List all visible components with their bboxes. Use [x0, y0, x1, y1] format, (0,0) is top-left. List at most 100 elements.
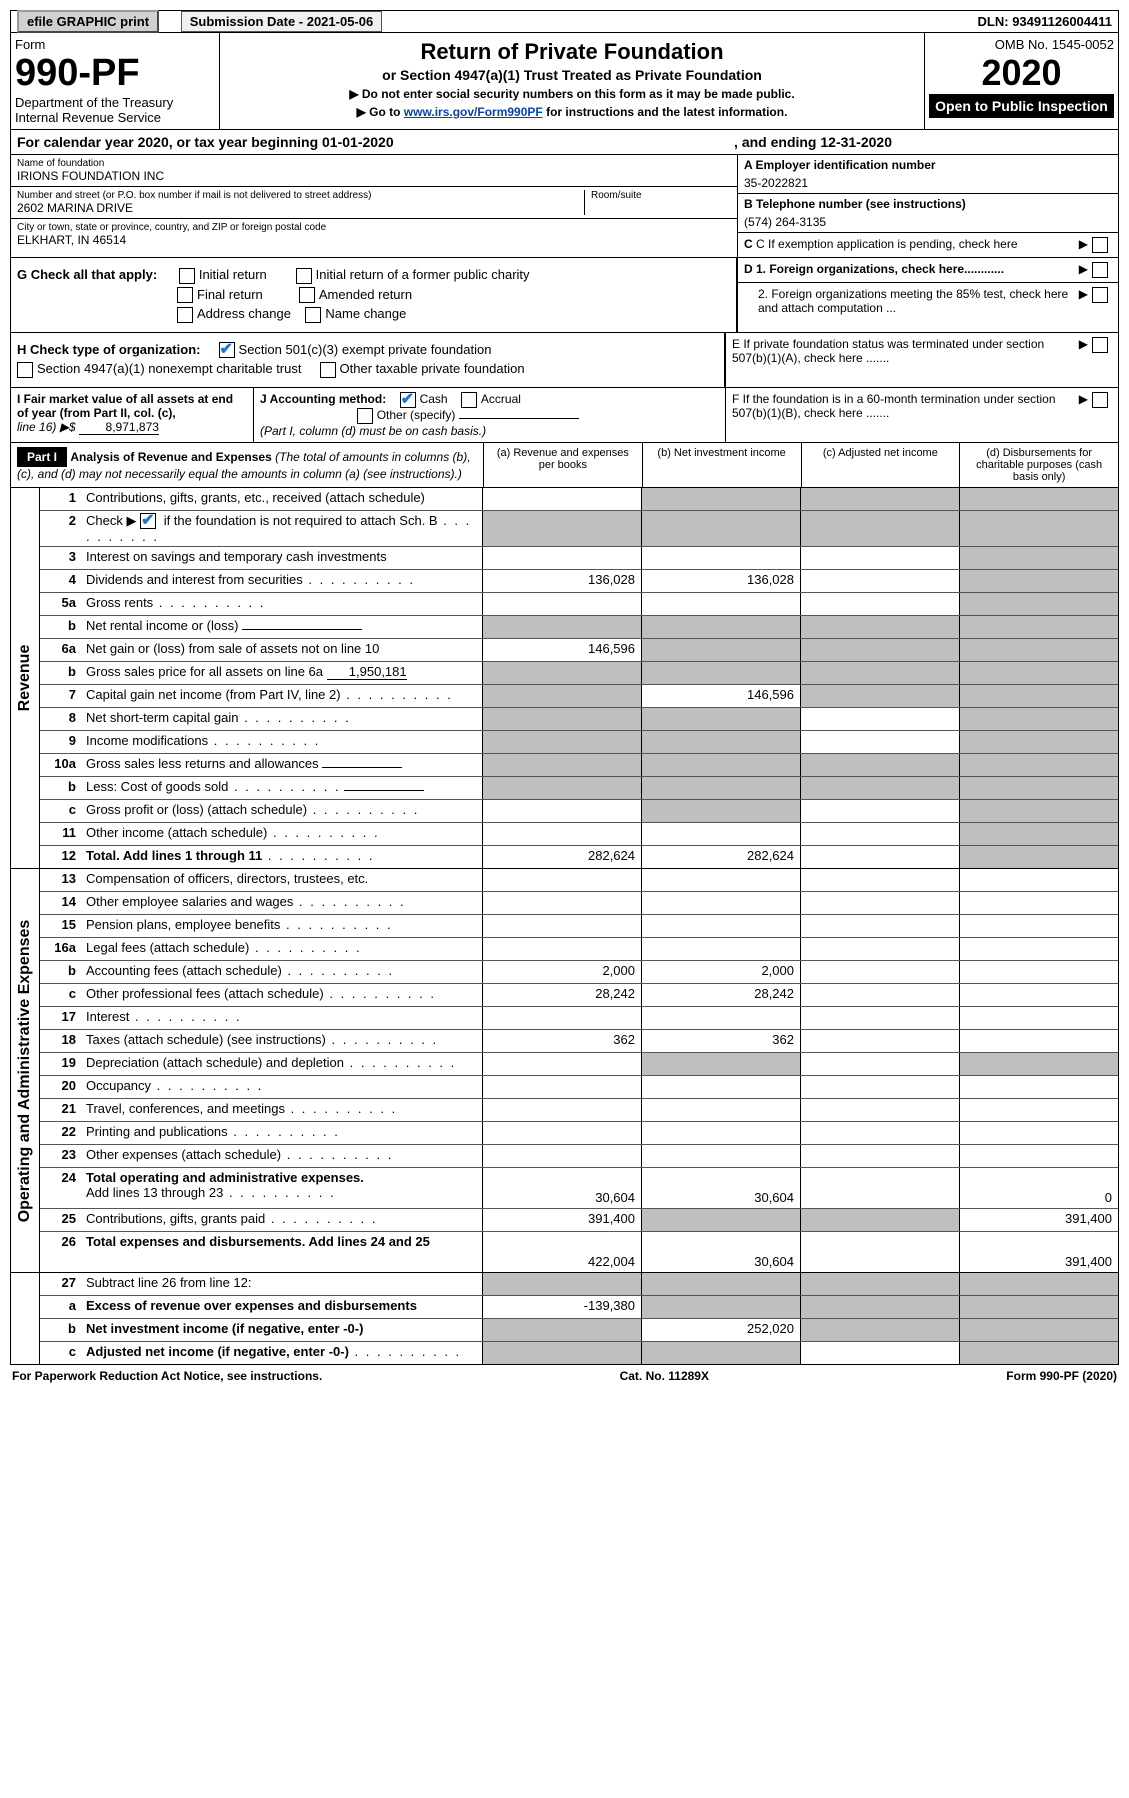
sec501-label: Section 501(c)(3) exempt private foundat…: [239, 342, 492, 357]
h-label: H Check type of organization:: [17, 342, 200, 357]
instr-goto-suffix: for instructions and the latest informat…: [543, 105, 788, 119]
line-6b: Gross sales price for all assets on line…: [82, 662, 482, 684]
g-row: G Check all that apply: Initial return I…: [17, 267, 730, 284]
accrual-checkbox[interactable]: [461, 392, 477, 408]
schb-checkbox[interactable]: [140, 513, 156, 529]
phone-label: B Telephone number (see instructions): [744, 197, 1112, 211]
i-line16-label: line 16) ▶$: [17, 420, 79, 434]
other-taxable-label: Other taxable private foundation: [340, 361, 525, 376]
ein-label: A Employer identification number: [744, 158, 1112, 172]
cash-checkbox[interactable]: [400, 392, 416, 408]
line-5b: Net rental income or (loss): [82, 616, 482, 638]
d2-row: 2. Foreign organizations meeting the 85%…: [738, 283, 1118, 319]
l4-col-b: 136,028: [641, 570, 800, 592]
line-14: Other employee salaries and wages: [82, 892, 482, 914]
f-label: F If the foundation is in a 60-month ter…: [732, 392, 1075, 420]
j-box: J Accounting method: Cash Accrual Other …: [254, 388, 726, 442]
street-address: 2602 MARINA DRIVE: [17, 201, 584, 215]
efile-print-button[interactable]: efile GRAPHIC print: [17, 10, 159, 33]
ein-value: 35-2022821: [744, 176, 1112, 190]
foundation-name-box: Name of foundation IRIONS FOUNDATION INC: [11, 155, 737, 187]
line-15: Pension plans, employee benefits: [82, 915, 482, 937]
i-label: I Fair market value of all assets at end…: [17, 392, 233, 420]
instr-goto-prefix: ▶ Go to: [357, 105, 404, 119]
dept-treasury: Department of the Treasury: [15, 95, 215, 110]
ein-box: A Employer identification number 35-2022…: [738, 155, 1118, 194]
arrow-icon: ▶: [1079, 262, 1088, 276]
line-18: Taxes (attach schedule) (see instruction…: [82, 1030, 482, 1052]
h-row: H Check type of organization: Section 50…: [17, 342, 718, 359]
arrow-icon: ▶: [1079, 287, 1088, 301]
line-1: Contributions, gifts, grants, etc., rece…: [82, 488, 482, 510]
line-27: Subtract line 26 from line 12:: [82, 1273, 482, 1295]
d2-label: 2. Foreign organizations meeting the 85%…: [744, 287, 1075, 315]
sec4947-checkbox[interactable]: [17, 362, 33, 378]
accrual-label: Accrual: [481, 392, 521, 406]
footer-formref: Form 990-PF (2020): [1006, 1369, 1117, 1383]
l18-col-b: 362: [641, 1030, 800, 1052]
d1-checkbox[interactable]: [1092, 262, 1108, 278]
c-checkbox[interactable]: [1092, 237, 1108, 253]
line-24: Total operating and administrative expen…: [82, 1168, 482, 1208]
f-checkbox[interactable]: [1092, 392, 1108, 408]
line-6a: Net gain or (loss) from sale of assets n…: [82, 639, 482, 661]
e-checkbox[interactable]: [1092, 337, 1108, 353]
col-c-header: (c) Adjusted net income: [801, 443, 960, 487]
amended-return-label: Amended return: [319, 287, 412, 302]
line-3: Interest on savings and temporary cash i…: [82, 547, 482, 569]
arrow-icon: ▶: [1079, 237, 1088, 251]
line-10c: Gross profit or (loss) (attach schedule): [82, 800, 482, 822]
l24-col-b: 30,604: [641, 1168, 800, 1208]
amended-return-checkbox[interactable]: [299, 287, 315, 303]
l26-col-a: 422,004: [482, 1232, 641, 1272]
name-label: Name of foundation: [17, 158, 731, 169]
form-number: 990-PF: [15, 52, 215, 95]
line-11: Other income (attach schedule): [82, 823, 482, 845]
line-19: Depreciation (attach schedule) and deple…: [82, 1053, 482, 1075]
g-label: G Check all that apply:: [17, 267, 157, 282]
line-7: Capital gain net income (from Part IV, l…: [82, 685, 482, 707]
form-number-box: Form 990-PF Department of the Treasury I…: [11, 33, 220, 129]
address-change-checkbox[interactable]: [177, 307, 193, 323]
line-25: Contributions, gifts, grants paid: [82, 1209, 482, 1231]
col-d-header: (d) Disbursements for charitable purpose…: [959, 443, 1118, 487]
line-22: Printing and publications: [82, 1122, 482, 1144]
final-return-checkbox[interactable]: [177, 287, 193, 303]
line-16a: Legal fees (attach schedule): [82, 938, 482, 960]
line-4: Dividends and interest from securities: [82, 570, 482, 592]
line-27c: Adjusted net income (if negative, enter …: [82, 1342, 482, 1364]
other-taxable-checkbox[interactable]: [320, 362, 336, 378]
line-27b: Net investment income (if negative, ente…: [82, 1319, 482, 1341]
arrow-icon: ▶: [1079, 337, 1088, 351]
d2-checkbox[interactable]: [1092, 287, 1108, 303]
col-a-header: (a) Revenue and expenses per books: [483, 443, 642, 487]
address-label: Number and street (or P.O. box number if…: [17, 190, 584, 201]
line-26: Total expenses and disbursements. Add li…: [82, 1232, 482, 1272]
line-16c: Other professional fees (attach schedule…: [82, 984, 482, 1006]
form-subtitle: or Section 4947(a)(1) Trust Treated as P…: [224, 67, 920, 83]
initial-return-checkbox[interactable]: [179, 268, 195, 284]
initial-former-label: Initial return of a former public charit…: [316, 267, 530, 282]
line-12: Total. Add lines 1 through 11: [82, 846, 482, 868]
name-change-checkbox[interactable]: [305, 307, 321, 323]
other-method-label: Other (specify): [377, 408, 456, 422]
sec501-checkbox[interactable]: [219, 342, 235, 358]
form-title: Return of Private Foundation: [224, 39, 920, 65]
form-word: Form: [15, 37, 215, 52]
city-label: City or town, state or province, country…: [17, 222, 731, 233]
l16c-col-a: 28,242: [482, 984, 641, 1006]
line-20: Occupancy: [82, 1076, 482, 1098]
i-box: I Fair market value of all assets at end…: [11, 388, 254, 442]
l18-col-a: 362: [482, 1030, 641, 1052]
j-label: J Accounting method:: [260, 392, 386, 406]
l16b-col-a: 2,000: [482, 961, 641, 983]
l16c-col-b: 28,242: [641, 984, 800, 1006]
calendar-year-row: For calendar year 2020, or tax year begi…: [10, 130, 1119, 155]
line-10b: Less: Cost of goods sold: [82, 777, 482, 799]
instr-link[interactable]: www.irs.gov/Form990PF: [404, 105, 543, 119]
initial-former-checkbox[interactable]: [296, 268, 312, 284]
cal-year-end: , and ending 12-31-2020: [734, 134, 892, 150]
other-method-checkbox[interactable]: [357, 408, 373, 424]
form-title-box: Return of Private Foundation or Section …: [220, 33, 924, 129]
cal-year-begin: For calendar year 2020, or tax year begi…: [17, 134, 394, 150]
